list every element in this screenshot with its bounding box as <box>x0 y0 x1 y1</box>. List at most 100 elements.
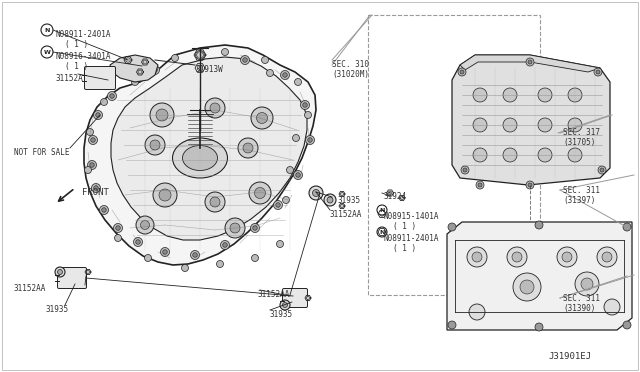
Circle shape <box>141 221 150 230</box>
Text: SEC. 311: SEC. 311 <box>563 294 600 303</box>
Circle shape <box>145 135 165 155</box>
Circle shape <box>249 182 271 204</box>
Circle shape <box>469 304 485 320</box>
Circle shape <box>182 264 189 272</box>
Circle shape <box>292 135 300 141</box>
Text: N08911-2401A: N08911-2401A <box>384 234 440 243</box>
Circle shape <box>250 224 259 232</box>
Circle shape <box>535 323 543 331</box>
Text: SEC. 311: SEC. 311 <box>563 186 600 195</box>
Polygon shape <box>110 55 158 82</box>
Text: N: N <box>380 230 385 234</box>
Circle shape <box>210 103 220 113</box>
Circle shape <box>198 53 202 57</box>
Text: (31020M): (31020M) <box>332 70 369 79</box>
Circle shape <box>90 163 94 167</box>
Polygon shape <box>447 222 632 330</box>
Circle shape <box>623 223 631 231</box>
Circle shape <box>538 118 552 132</box>
Circle shape <box>86 270 90 274</box>
Circle shape <box>221 48 228 55</box>
Circle shape <box>195 51 205 60</box>
Circle shape <box>526 181 534 189</box>
Circle shape <box>92 183 100 192</box>
Circle shape <box>115 234 122 241</box>
Circle shape <box>99 205 109 215</box>
Circle shape <box>134 237 143 247</box>
Circle shape <box>294 78 301 86</box>
Circle shape <box>594 68 602 76</box>
Circle shape <box>102 208 106 212</box>
Circle shape <box>282 302 287 308</box>
Circle shape <box>305 112 312 119</box>
Circle shape <box>557 247 577 267</box>
Circle shape <box>538 88 552 102</box>
Circle shape <box>401 196 404 200</box>
Circle shape <box>113 224 122 232</box>
Circle shape <box>136 216 154 234</box>
Circle shape <box>93 186 99 190</box>
Circle shape <box>225 218 245 238</box>
Text: 31935: 31935 <box>270 310 293 319</box>
Text: (31390): (31390) <box>563 304 595 313</box>
Circle shape <box>108 92 116 100</box>
Text: ( 1 ): ( 1 ) <box>393 222 416 231</box>
Circle shape <box>478 183 482 187</box>
Circle shape <box>377 205 387 215</box>
Circle shape <box>41 46 53 58</box>
Text: NOT FOR SALE: NOT FOR SALE <box>14 148 70 157</box>
Circle shape <box>296 173 300 177</box>
Circle shape <box>196 52 204 58</box>
Text: 31924: 31924 <box>384 192 407 201</box>
Text: J31901EJ: J31901EJ <box>548 352 591 361</box>
Circle shape <box>287 167 294 173</box>
Circle shape <box>163 250 167 254</box>
Circle shape <box>100 99 108 106</box>
Circle shape <box>303 103 307 107</box>
Circle shape <box>255 187 266 199</box>
Circle shape <box>473 88 487 102</box>
Circle shape <box>191 250 200 260</box>
Text: (31705): (31705) <box>563 138 595 147</box>
Circle shape <box>581 278 593 290</box>
Circle shape <box>161 247 170 257</box>
Circle shape <box>568 148 582 162</box>
Circle shape <box>150 140 160 150</box>
Circle shape <box>88 160 97 170</box>
Circle shape <box>153 183 177 207</box>
Circle shape <box>276 203 280 207</box>
Circle shape <box>301 100 310 109</box>
Polygon shape <box>84 45 316 265</box>
Text: N08911-2401A: N08911-2401A <box>56 30 111 39</box>
Text: N08916-3401A: N08916-3401A <box>56 52 111 61</box>
Circle shape <box>126 58 130 62</box>
Circle shape <box>252 254 259 262</box>
Circle shape <box>294 170 303 180</box>
Circle shape <box>503 88 517 102</box>
Circle shape <box>86 128 93 135</box>
FancyBboxPatch shape <box>58 267 86 289</box>
Text: (31397): (31397) <box>563 196 595 205</box>
Circle shape <box>223 243 227 247</box>
Circle shape <box>156 109 168 121</box>
Polygon shape <box>460 55 600 72</box>
Text: W: W <box>44 49 51 55</box>
Circle shape <box>257 112 268 124</box>
Circle shape <box>377 227 387 237</box>
Circle shape <box>216 260 223 267</box>
Circle shape <box>512 252 522 262</box>
Circle shape <box>528 60 532 64</box>
Circle shape <box>251 107 273 129</box>
Text: ( 1 ): ( 1 ) <box>65 40 88 49</box>
Circle shape <box>93 110 102 119</box>
Circle shape <box>568 118 582 132</box>
Text: 31152AA: 31152AA <box>14 284 46 293</box>
Circle shape <box>340 204 344 208</box>
Circle shape <box>507 247 527 267</box>
Text: ( 1 ): ( 1 ) <box>65 62 88 71</box>
Circle shape <box>273 201 282 209</box>
Circle shape <box>280 71 289 80</box>
Circle shape <box>460 70 464 74</box>
Circle shape <box>513 273 541 301</box>
Circle shape <box>473 148 487 162</box>
